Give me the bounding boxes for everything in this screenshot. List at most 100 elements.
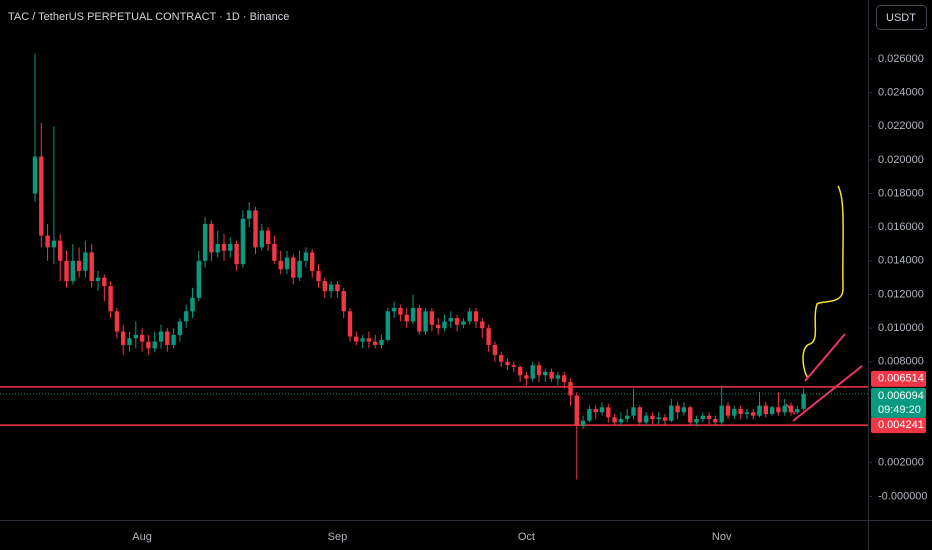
candle-body	[763, 405, 768, 414]
candle-body	[391, 307, 397, 312]
candle-body	[612, 417, 617, 423]
y-tick-label: 0.008000	[878, 356, 924, 368]
candle-body	[341, 291, 346, 312]
x-tick-label: Nov	[712, 531, 732, 543]
candle-body	[795, 408, 800, 413]
candle-body	[70, 260, 75, 282]
candle-body	[492, 344, 498, 356]
y-tick-label: 0.012000	[878, 288, 924, 300]
candle-body	[669, 405, 674, 421]
drawing-line	[804, 333, 846, 382]
candle-body	[158, 331, 164, 342]
candle-body	[177, 321, 183, 335]
candle-body	[549, 371, 554, 379]
candle-body	[675, 405, 680, 413]
candle-body	[316, 270, 321, 282]
candle-body	[618, 419, 624, 423]
candle-body	[436, 324, 441, 329]
candle-body	[76, 260, 82, 271]
candle-body	[303, 252, 309, 261]
candle-body	[39, 156, 44, 236]
candle-body	[713, 419, 718, 423]
candle-body	[461, 321, 466, 325]
candle-body	[385, 311, 390, 340]
candle-body	[562, 375, 567, 383]
candle-body	[354, 336, 359, 342]
candle-body	[278, 260, 283, 270]
candle-body	[417, 307, 422, 332]
drawing-line	[792, 365, 863, 422]
candle-body	[499, 355, 504, 362]
candle-body	[58, 240, 63, 261]
candle-body	[373, 341, 378, 345]
candle-body	[215, 244, 220, 253]
y-tick-label: 0.010000	[878, 322, 924, 334]
candle-body	[253, 210, 258, 248]
candle-body	[347, 311, 353, 337]
drawing-curve	[802, 185, 844, 379]
candle-body	[259, 230, 264, 248]
y-tick-label: 0.020000	[878, 154, 924, 166]
candle-body	[593, 408, 598, 413]
candle-body	[133, 334, 138, 339]
candle-body	[517, 366, 523, 376]
candle-body	[530, 365, 535, 379]
candle-body	[190, 297, 195, 312]
candle-body	[221, 244, 227, 251]
price-line-label: 0.006514	[878, 373, 924, 385]
candle-body	[272, 244, 277, 261]
candle-body	[146, 341, 151, 349]
candle-body	[127, 338, 132, 345]
candle-body	[404, 314, 409, 322]
candle-body	[247, 210, 252, 219]
candle-body	[322, 281, 327, 292]
candle-body	[240, 218, 246, 265]
candle-body	[45, 235, 50, 248]
candle-body	[776, 407, 781, 413]
candle-body	[681, 407, 687, 413]
candle-body	[543, 371, 548, 376]
candle-body	[234, 244, 239, 265]
chart-title: TAC / TetherUS PERPETUAL CONTRACT · 1D ·…	[8, 11, 289, 23]
candle-body	[631, 407, 636, 416]
candle-body	[209, 223, 214, 253]
candle-body	[606, 407, 611, 418]
candle-body	[265, 230, 271, 245]
candle-body	[429, 311, 435, 325]
price-line-tag	[871, 417, 926, 434]
candle-body	[95, 277, 101, 282]
candle-body	[108, 286, 113, 312]
candle-body	[505, 361, 510, 366]
currency-button[interactable]	[876, 5, 927, 30]
y-tick-label: 0.014000	[878, 255, 924, 267]
candle-body	[102, 277, 107, 287]
candle-body	[64, 260, 69, 282]
candle-body	[398, 307, 403, 315]
candle-body	[656, 417, 661, 420]
candle-body	[580, 420, 586, 426]
candle-body	[335, 284, 340, 292]
candle-body	[284, 257, 290, 270]
y-tick-label: -0.000000	[878, 490, 928, 502]
currency-label[interactable]: USDT	[886, 12, 916, 24]
candle-body	[442, 321, 447, 329]
candle-body	[769, 407, 775, 414]
candle-body	[480, 321, 485, 329]
candle-body	[328, 284, 334, 292]
candle-body	[228, 244, 233, 251]
candle-body	[782, 405, 787, 413]
candle-body	[121, 331, 126, 345]
candle-body	[448, 318, 453, 322]
candle-body	[738, 408, 743, 414]
countdown-label: 09:49:20	[878, 404, 921, 416]
candle-body	[625, 415, 630, 420]
candle-body	[725, 405, 731, 416]
x-tick-label: Aug	[132, 531, 152, 543]
candle-body	[486, 328, 491, 345]
candle-body	[732, 408, 737, 416]
candle-body	[379, 339, 384, 345]
candle-body	[587, 408, 592, 421]
candle-body	[637, 407, 642, 423]
candle-body	[360, 338, 365, 342]
